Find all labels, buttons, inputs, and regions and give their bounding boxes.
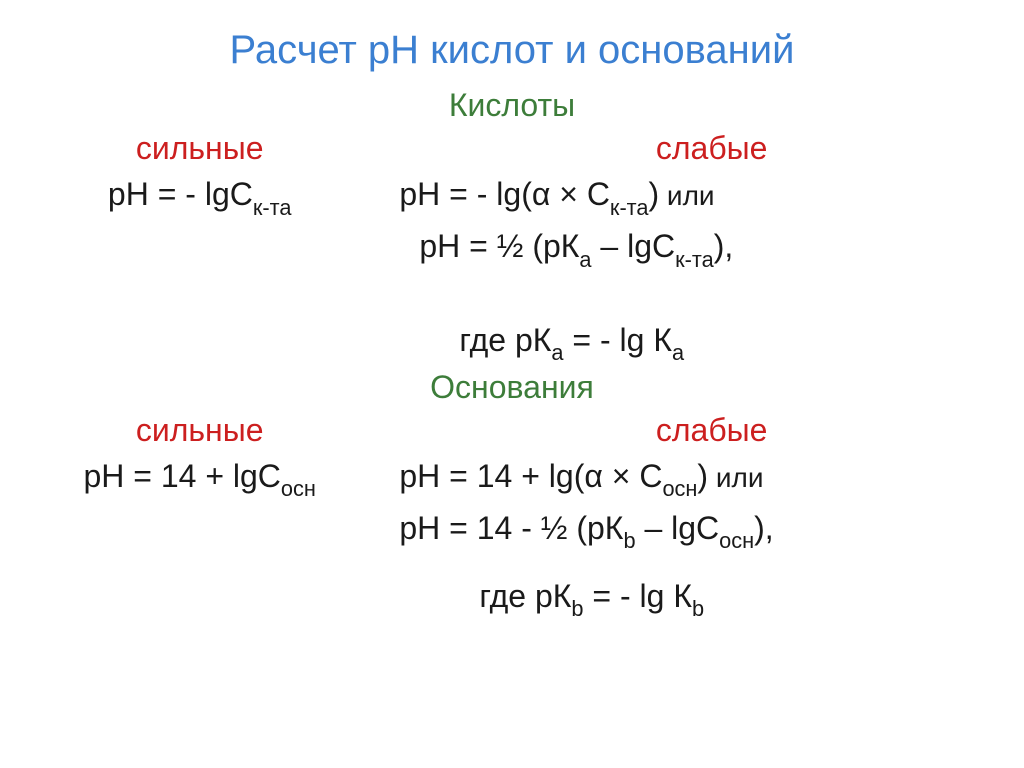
slide-title: Расчет рН кислот и оснований: [0, 28, 1024, 73]
formula-strong-base: рН = 14 + lgСосн: [0, 453, 399, 503]
gap: [0, 557, 1024, 571]
formula-weak-acid-1: рН = - lg(α × Ск-та) или: [399, 171, 1024, 221]
slide: Расчет рН кислот и оснований Кислоты сил…: [0, 0, 1024, 768]
formula-weak-base-2: рН = 14 - ½ (рКb – lgСосн),: [399, 505, 1024, 555]
formula-sub: а: [579, 247, 591, 272]
where-pka: где рКа = - lg Ка: [399, 317, 1024, 367]
formula-text: ): [649, 176, 660, 212]
formula-text: = - lg К: [564, 322, 672, 358]
base-labels-row: сильные слабые: [0, 412, 1024, 449]
spacer: [0, 505, 399, 555]
formula-text: рН = 14 + lg(α × С: [399, 458, 662, 494]
formula-text: ),: [714, 228, 734, 264]
base-where-row: где рКb = - lg Кb: [0, 573, 1024, 623]
formula-sub: а: [672, 340, 684, 365]
formula-text: – lgС: [592, 228, 676, 264]
formula-text: где рК: [479, 578, 571, 614]
formula-sub: осн: [662, 476, 697, 501]
label-weak-bases: слабые: [399, 412, 1024, 449]
formula-sub: к-та: [610, 195, 649, 220]
formula-sub: к-та: [253, 195, 292, 220]
where-pkb: где рКb = - lg Кb: [399, 573, 1024, 623]
formula-text: = - lg К: [584, 578, 692, 614]
formula-sub: осн: [719, 528, 754, 553]
label-weak-acids: слабые: [399, 130, 1024, 167]
formula-text: рН = 14 + lgС: [83, 458, 280, 494]
formula-text: рН = ½ (рК: [419, 228, 579, 264]
formula-suffix: или: [659, 180, 714, 211]
formula-text: – lgС: [636, 510, 720, 546]
spacer: [0, 317, 399, 367]
formula-sub: b: [623, 528, 635, 553]
formula-sub: а: [551, 340, 563, 365]
formula-sub: к-та: [675, 247, 714, 272]
spacer: [0, 223, 399, 273]
formula-suffix: или: [708, 462, 763, 493]
acid-where-row: где рКа = - lg Ка: [0, 317, 1024, 367]
formula-strong-acid: рН = - lgСк-та: [0, 171, 399, 221]
label-strong-acids: сильные: [0, 130, 399, 167]
section-header-bases: Основания: [0, 369, 1024, 406]
spacer: [0, 573, 399, 623]
formula-text: ): [697, 458, 708, 494]
label-strong-bases: сильные: [0, 412, 399, 449]
formula-text: рН = 14 - ½ (рК: [399, 510, 623, 546]
base-formula-row-1: рН = 14 + lgСосн рН = 14 + lg(α × Сосн) …: [0, 453, 1024, 503]
formula-text: рН = - lgС: [108, 176, 253, 212]
acid-formula-row-1: рН = - lgСк-та рН = - lg(α × Ск-та) или: [0, 171, 1024, 221]
acid-labels-row: сильные слабые: [0, 130, 1024, 167]
acid-formula-row-2: рН = ½ (рКа – lgСк-та),: [0, 223, 1024, 273]
formula-sub: b: [571, 596, 583, 621]
base-formula-row-2: рН = 14 - ½ (рКb – lgСосн),: [0, 505, 1024, 555]
gap: [0, 275, 1024, 315]
formula-text: где рК: [459, 322, 551, 358]
formula-text: ),: [754, 510, 774, 546]
formula-sub: осн: [281, 476, 316, 501]
formula-text: рН = - lg(α × С: [399, 176, 610, 212]
section-header-acids: Кислоты: [0, 87, 1024, 124]
formula-weak-acid-2: рН = ½ (рКа – lgСк-та),: [399, 223, 1024, 273]
formula-sub: b: [692, 596, 704, 621]
formula-weak-base-1: рН = 14 + lg(α × Сосн) или: [399, 453, 1024, 503]
